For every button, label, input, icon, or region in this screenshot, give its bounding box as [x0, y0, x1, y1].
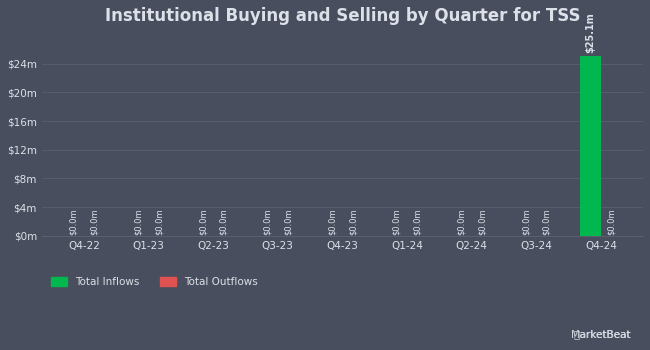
Title: Institutional Buying and Selling by Quarter for TSS: Institutional Buying and Selling by Quar… — [105, 7, 580, 25]
Text: $0.0m: $0.0m — [521, 208, 530, 235]
Text: $0.0m: $0.0m — [263, 208, 272, 235]
Text: $0.0m: $0.0m — [283, 208, 292, 235]
Text: $0.0m: $0.0m — [154, 208, 163, 235]
Text: $0.0m: $0.0m — [457, 208, 466, 235]
Text: $25.1m: $25.1m — [586, 12, 595, 53]
Text: ⨿arketBeat: ⨿arketBeat — [573, 329, 630, 340]
Text: $0.0m: $0.0m — [90, 208, 99, 235]
Text: $0.0m: $0.0m — [392, 208, 401, 235]
Text: $0.0m: $0.0m — [219, 208, 228, 235]
Text: $0.0m: $0.0m — [607, 208, 616, 235]
Text: $0.0m: $0.0m — [542, 208, 551, 235]
Text: $0.0m: $0.0m — [69, 208, 78, 235]
Text: $0.0m: $0.0m — [134, 208, 142, 235]
Bar — [580, 56, 601, 236]
Legend: Total Inflows, Total Outflows: Total Inflows, Total Outflows — [47, 273, 262, 291]
Text: $0.0m: $0.0m — [348, 208, 358, 235]
Text: $0.0m: $0.0m — [328, 208, 337, 235]
Text: $0.0m: $0.0m — [413, 208, 422, 235]
Text: $0.0m: $0.0m — [198, 208, 207, 235]
Text: MarketBeat: MarketBeat — [571, 329, 630, 340]
Text: $0.0m: $0.0m — [478, 208, 487, 235]
